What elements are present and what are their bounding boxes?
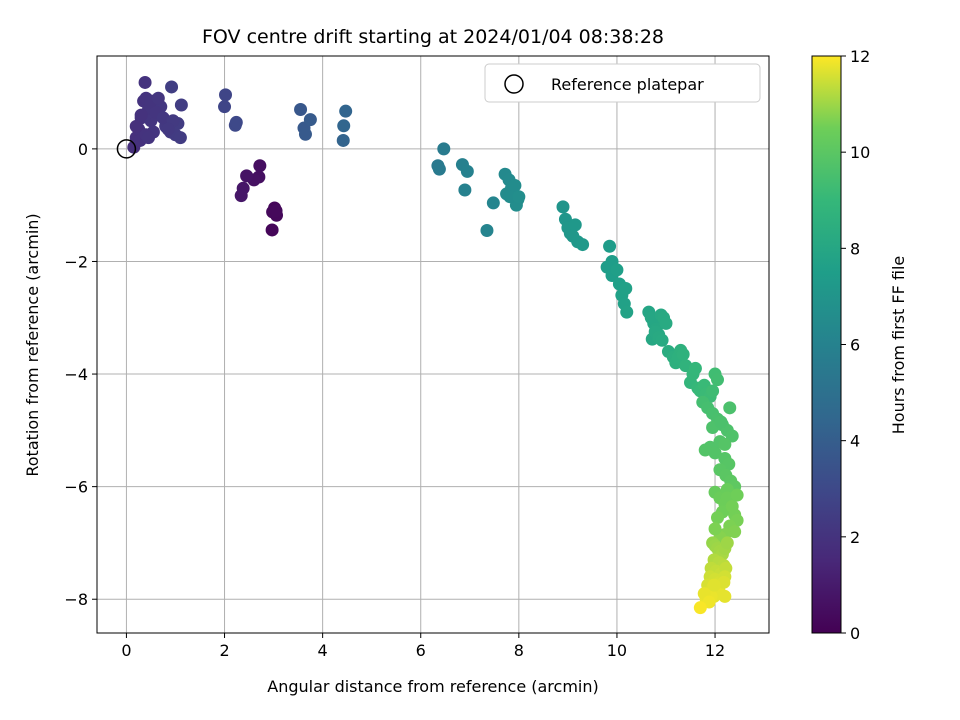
data-point bbox=[725, 499, 739, 513]
plot-frame bbox=[96, 55, 770, 634]
data-point bbox=[576, 238, 590, 252]
x-axis-ticks: 0 2 4 6 8 10 12 bbox=[121, 633, 725, 660]
x-tick-label: 6 bbox=[416, 641, 426, 660]
reference-platepar-marker bbox=[116, 139, 137, 159]
data-point bbox=[174, 98, 188, 112]
data-point bbox=[720, 536, 734, 550]
x-tick-label: 0 bbox=[121, 641, 131, 660]
colorbar bbox=[811, 55, 842, 634]
data-point bbox=[219, 88, 233, 102]
data-point bbox=[610, 263, 624, 277]
colorbar-ticks: 0 2 4 6 8 10 12 bbox=[841, 47, 870, 643]
data-point bbox=[730, 488, 744, 502]
data-point bbox=[706, 384, 720, 398]
data-point bbox=[151, 91, 165, 105]
y-tick-label: −8 bbox=[64, 590, 88, 609]
data-point bbox=[707, 578, 721, 592]
data-point bbox=[437, 142, 451, 156]
data-point bbox=[460, 164, 474, 178]
data-point bbox=[337, 119, 351, 133]
data-point bbox=[234, 189, 248, 203]
data-point bbox=[161, 122, 175, 136]
data-point bbox=[265, 223, 279, 237]
colorbar-label: Hours from first FF file bbox=[889, 256, 908, 435]
x-tick-label: 2 bbox=[219, 641, 229, 660]
legend-box bbox=[484, 63, 761, 103]
data-point bbox=[218, 100, 232, 114]
x-tick-label: 12 bbox=[705, 641, 725, 660]
data-point bbox=[480, 224, 494, 238]
data-point bbox=[229, 115, 243, 129]
y-axis-label: Rotation from reference (arcmin) bbox=[23, 213, 42, 476]
legend-marker bbox=[504, 74, 524, 94]
data-point bbox=[165, 80, 179, 94]
data-point bbox=[714, 415, 728, 429]
y-tick-label: −6 bbox=[64, 478, 88, 497]
data-point bbox=[717, 575, 731, 589]
legend-entry: Reference platepar bbox=[551, 75, 704, 94]
colorbar-tick-label: 12 bbox=[850, 47, 870, 66]
data-point bbox=[156, 111, 170, 125]
grid-lines bbox=[97, 56, 769, 633]
data-point bbox=[710, 511, 724, 525]
x-tick-label: 4 bbox=[318, 641, 328, 660]
colorbar-tick-label: 2 bbox=[850, 528, 860, 547]
data-point bbox=[620, 305, 634, 319]
data-point bbox=[269, 204, 283, 218]
data-point bbox=[336, 133, 350, 147]
data-point bbox=[432, 162, 446, 176]
data-point bbox=[138, 75, 152, 89]
y-tick-label: −2 bbox=[64, 252, 88, 271]
data-point bbox=[486, 196, 500, 210]
data-point bbox=[458, 183, 472, 197]
data-point bbox=[718, 437, 732, 451]
x-tick-label: 10 bbox=[607, 641, 627, 660]
data-point bbox=[693, 601, 707, 615]
data-point bbox=[708, 446, 722, 460]
data-point bbox=[339, 104, 353, 118]
data-point bbox=[679, 359, 693, 373]
data-point bbox=[708, 522, 722, 536]
data-point bbox=[512, 190, 526, 204]
y-tick-label: −4 bbox=[64, 365, 88, 384]
data-point bbox=[568, 218, 582, 232]
data-point bbox=[173, 131, 187, 145]
data-point bbox=[508, 178, 522, 192]
colorbar-tick-label: 8 bbox=[850, 239, 860, 258]
data-point bbox=[253, 159, 267, 173]
y-tick-label: 0 bbox=[78, 140, 88, 159]
data-point bbox=[710, 373, 724, 387]
data-point bbox=[298, 127, 312, 141]
colorbar-tick-label: 10 bbox=[850, 143, 870, 162]
data-point bbox=[659, 316, 673, 330]
data-point bbox=[134, 108, 148, 122]
x-axis-label: Angular distance from reference (arcmin) bbox=[267, 677, 598, 696]
data-point bbox=[556, 200, 570, 214]
colorbar-tick-label: 4 bbox=[850, 432, 860, 451]
legend: Reference platepar bbox=[484, 63, 761, 103]
data-point bbox=[725, 429, 739, 443]
data-point bbox=[655, 333, 669, 347]
data-point bbox=[728, 525, 742, 539]
data-point bbox=[718, 589, 732, 603]
scatter-points bbox=[127, 75, 744, 615]
chart-title: FOV centre drift starting at 2024/01/04 … bbox=[202, 26, 664, 48]
colorbar-tick-label: 0 bbox=[850, 624, 860, 643]
colorbar-tick-label: 6 bbox=[850, 336, 860, 355]
data-point bbox=[303, 113, 317, 127]
y-axis-ticks: 0 −2 −4 −6 −8 bbox=[64, 140, 97, 609]
data-point bbox=[603, 239, 617, 253]
data-point bbox=[619, 281, 633, 295]
x-tick-label: 8 bbox=[514, 641, 524, 660]
data-point bbox=[723, 401, 737, 415]
data-point bbox=[129, 119, 143, 133]
data-point bbox=[142, 131, 156, 145]
data-point bbox=[240, 169, 254, 183]
data-point bbox=[688, 361, 702, 375]
data-point bbox=[676, 347, 690, 361]
data-point bbox=[698, 443, 712, 457]
data-point bbox=[294, 102, 308, 116]
